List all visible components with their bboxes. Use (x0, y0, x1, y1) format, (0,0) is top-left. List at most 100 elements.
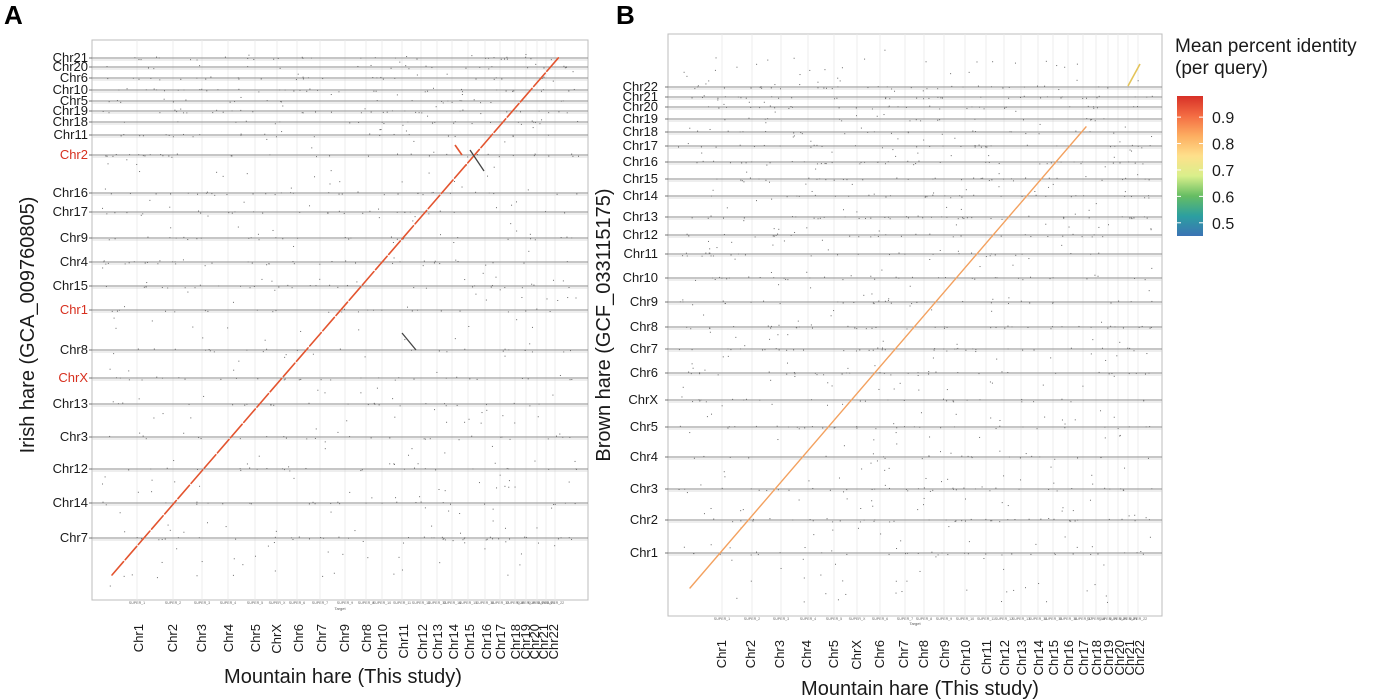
panel-a-noise-dot (471, 55, 473, 57)
panel-b-noise-dot (1048, 518, 1050, 520)
panel-b-noise-dot (960, 235, 962, 237)
panel-b-noise-dot (932, 357, 934, 359)
panel-a-noise-dot (123, 575, 125, 577)
panel-a-noise-dot (566, 261, 568, 263)
panel-b-noise-dot (837, 86, 839, 88)
panel-b-noise-dot (743, 181, 745, 183)
panel-a-noise-dot (102, 267, 104, 269)
panel-a-noise-dot (383, 122, 385, 124)
panel-b-noise-dot (1118, 300, 1120, 302)
panel-b-noise-dot (715, 146, 717, 148)
panel-b-noise-dot (837, 599, 839, 601)
panel-a-noise-dot (428, 155, 430, 157)
panel-a-noise-dot (296, 349, 298, 351)
panel-a-noise-dot (196, 238, 198, 240)
panel-a-noise-dot (531, 283, 533, 285)
panel-b-noise-dot (1013, 589, 1015, 591)
panel-a-noise-dot (538, 403, 540, 405)
panel-b-x-tick-label: Chr10 (958, 640, 973, 675)
panel-a-noise-dot (298, 536, 300, 538)
panel-b-noise-dot (963, 218, 965, 220)
panel-b-noise-dot (717, 97, 719, 99)
panel-b-noise-dot (884, 216, 886, 218)
panel-a-noise-dot (313, 136, 315, 138)
panel-b-noise-dot (856, 350, 858, 352)
panel-a-noise-dot (454, 135, 456, 137)
panel-b-noise-dot (1134, 162, 1136, 164)
panel-b-noise-dot (843, 491, 845, 493)
panel-b-noise-dot (896, 548, 898, 550)
panel-b-noise-dot (1001, 502, 1003, 504)
panel-b-noise-dot (1025, 133, 1027, 135)
panel-b-noise-dot (762, 349, 764, 351)
panel-b-noise-dot (1056, 490, 1058, 492)
panel-a-noise-dot (453, 211, 455, 213)
panel-b-noise-dot (827, 382, 829, 384)
panel-a-noise-dot (496, 89, 498, 91)
panel-a-noise-dot (114, 238, 116, 240)
panel-b-noise-dot (691, 97, 693, 99)
panel-b-noise-dot (764, 349, 766, 351)
panel-a-noise-dot (564, 67, 566, 69)
panel-a-noise-dot (111, 310, 113, 312)
panel-a-noise-dot (174, 481, 176, 483)
panel-a-noise-dot (485, 264, 487, 266)
panel-b-noise-dot (1113, 416, 1115, 418)
panel-b-noise-dot (1008, 97, 1010, 99)
panel-b-noise-dot (875, 428, 877, 430)
panel-b-noise-dot (696, 162, 698, 164)
panel-a-noise-dot (137, 491, 139, 493)
panel-a-noise-dot (432, 87, 434, 89)
panel-a-noise-dot (413, 287, 415, 289)
panel-a-noise-dot (378, 208, 380, 210)
panel-a-noise-dot (228, 212, 230, 214)
panel-b-noise-dot (831, 385, 833, 387)
panel-b-noise-dot (799, 74, 801, 76)
panel-a-noise-dot (329, 284, 331, 286)
panel-a-noise-dot (102, 483, 104, 485)
identity-color-legend: Mean percent identity (per query) 0.90.8… (1175, 36, 1357, 236)
panel-a-noise-dot (527, 189, 529, 191)
panel-b-noise-dot (1008, 302, 1010, 304)
panel-a-noise-dot (320, 537, 322, 539)
panel-b-noise-dot (983, 108, 985, 110)
panel-b-noise-dot (1140, 551, 1142, 553)
panel-b-noise-dot (1040, 518, 1042, 520)
panel-b-noise-dot (1052, 301, 1054, 303)
panel-b-noise-dot (1137, 80, 1139, 82)
panel-a-x-tick-label: Chr4 (221, 624, 236, 652)
panel-a-noise-dot (378, 217, 380, 219)
panel-b-noise-dot (1122, 327, 1124, 329)
panel-b-noise-dot (787, 334, 789, 336)
panel-b-noise-dot (780, 567, 782, 569)
panel-a-noise-dot (196, 501, 198, 503)
panel-b-noise-dot (884, 163, 886, 165)
panel-b-noise-dot (1025, 453, 1027, 455)
panel-a-noise-dot (576, 468, 578, 470)
panel-a-noise-dot (475, 78, 477, 80)
panel-b-noise-dot (870, 217, 872, 219)
legend-tick-label: 0.9 (1212, 110, 1234, 127)
panel-b-noise-dot (929, 490, 931, 492)
panel-a-noise-dot (401, 569, 403, 571)
panel-a-noise-dot (485, 404, 487, 406)
panel-a-noise-dot (576, 193, 578, 195)
panel-a-noise-dot (288, 466, 290, 468)
panel-b-noise-dot (1148, 197, 1150, 199)
panel-b-noise-dot (682, 299, 684, 301)
panel-b-noise-dot (783, 240, 785, 242)
panel-b-noise-dot (925, 477, 927, 479)
panel-b-noise-dot (686, 233, 688, 235)
panel-b-noise-dot (829, 489, 831, 491)
panel-b-noise-dot (1083, 195, 1085, 197)
panel-a-x-small-labels: SUPER_1 SUPER_2 SUPER_3 SUPER_4 SUPER_5 SUPER… (129, 601, 564, 605)
panel-a-x-small-label: SUPER_2 (165, 601, 181, 605)
panel-a-noise-dot (250, 503, 252, 505)
panel-b-noise-dot (965, 189, 967, 191)
panel-a-noise-dot (240, 96, 242, 98)
panel-b-noise-dot (921, 458, 923, 460)
panel-b-noise-dot (937, 119, 939, 121)
panel-a-noise-dot (569, 379, 571, 381)
panel-b-noise-dot (872, 505, 874, 507)
panel-b-noise-dot (909, 285, 911, 287)
